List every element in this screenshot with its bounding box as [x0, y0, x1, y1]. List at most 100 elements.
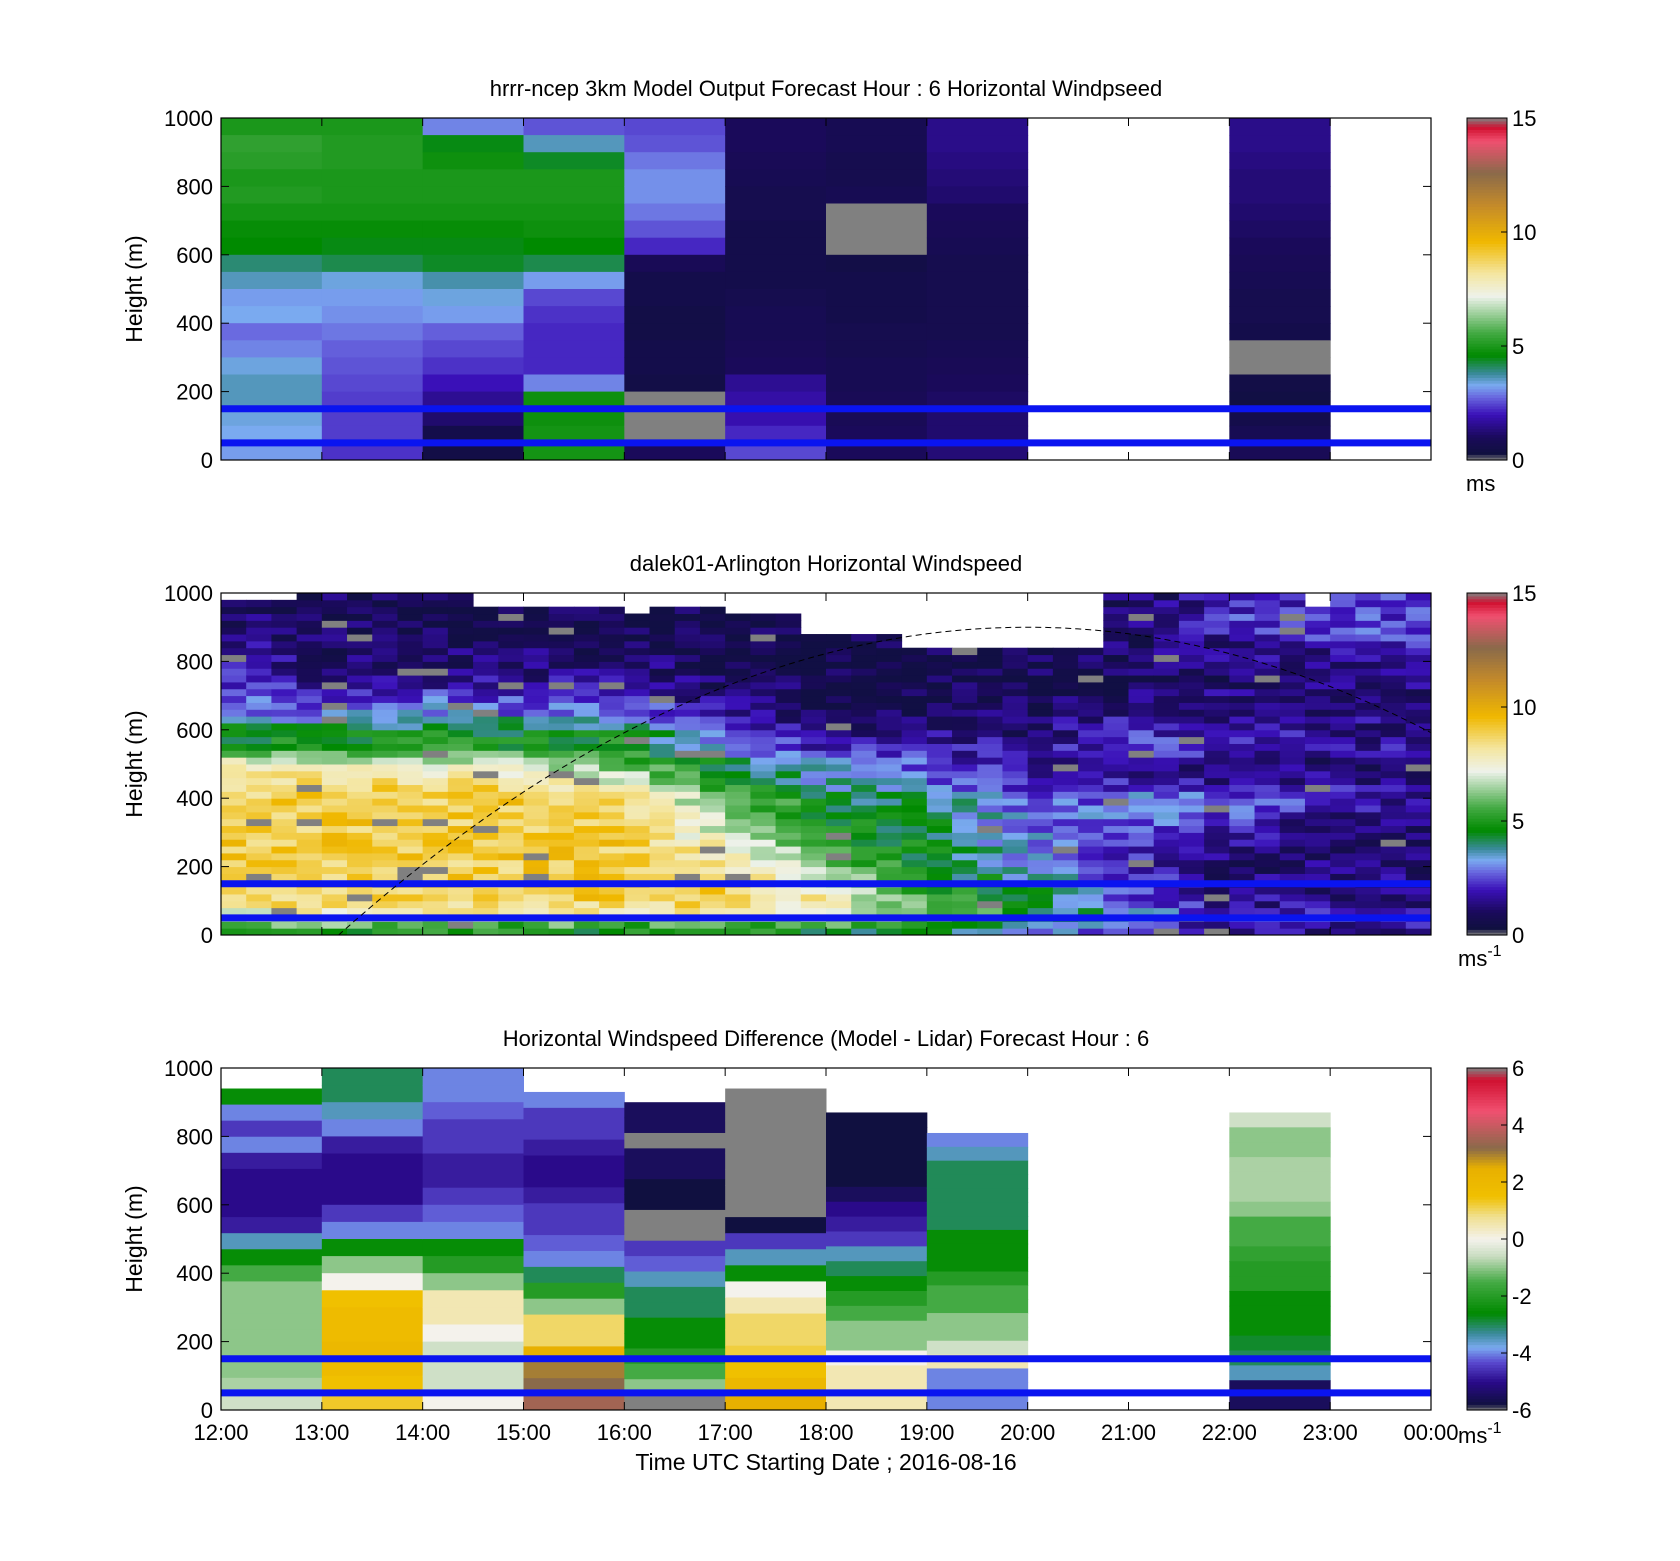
- heatmap-cell: [246, 900, 272, 909]
- heatmap-cell: [372, 613, 398, 621]
- heatmap-cell: [1052, 805, 1079, 813]
- heatmap-cell: [246, 709, 272, 717]
- heatmap-cell: [826, 1261, 928, 1277]
- heatmap-cell: [699, 675, 726, 683]
- heatmap-cell: [422, 271, 524, 290]
- heatmap-cell: [725, 777, 751, 786]
- heatmap-cell: [725, 289, 827, 307]
- heatmap-cell: [422, 1256, 524, 1274]
- heatmap-cell: [321, 675, 348, 683]
- heatmap-cell: [1178, 681, 1205, 690]
- heatmap-cell: [1078, 873, 1104, 881]
- heatmap-cell: [1178, 661, 1205, 669]
- heatmap-cell: [498, 640, 524, 649]
- heatmap-cell: [1380, 770, 1407, 779]
- heatmap-cell: [321, 770, 348, 779]
- heatmap-cell: [699, 805, 726, 813]
- heatmap-cell: [447, 654, 474, 662]
- heatmap-cell: [1355, 668, 1382, 676]
- heatmap-cell: [1355, 839, 1382, 847]
- heatmap-cell: [321, 1256, 424, 1274]
- heatmap-cell: [523, 832, 550, 840]
- heatmap-cell: [573, 764, 600, 772]
- heatmap-cell: [221, 640, 247, 649]
- heatmap-cell: [1078, 907, 1104, 915]
- heatmap-cell: [397, 811, 424, 820]
- heatmap-cell: [800, 825, 827, 833]
- heatmap-cell: [1002, 770, 1029, 779]
- heatmap-cell: [523, 893, 550, 902]
- colorbar-cell: [1467, 457, 1507, 461]
- heatmap-cell: [347, 921, 373, 929]
- heatmap-cell: [422, 391, 524, 410]
- heatmap-cell: [800, 846, 827, 854]
- heatmap-cell: [221, 1297, 323, 1315]
- heatmap-cell: [725, 1152, 827, 1170]
- heatmap-cell: [422, 811, 449, 820]
- heatmap-cell: [1052, 859, 1079, 868]
- heatmap-cell: [221, 654, 247, 662]
- heatmap-cell: [221, 866, 247, 874]
- heatmap-cell: [599, 805, 625, 813]
- colorbar-cell: [1467, 735, 1507, 739]
- heatmap-cell: [826, 1186, 928, 1203]
- heatmap-cell: [699, 770, 726, 779]
- heatmap-cell: [1279, 811, 1306, 820]
- heatmap-cell: [422, 613, 449, 621]
- heatmap-cell: [1229, 254, 1331, 273]
- heatmap-cell: [926, 846, 953, 854]
- heatmap-cell: [296, 764, 323, 772]
- colorbar-cell: [1467, 1304, 1507, 1308]
- heatmap-cell: [548, 777, 575, 786]
- heatmap-cell: [1128, 661, 1155, 669]
- colorbar-cell: [1467, 323, 1507, 327]
- heatmap-cell: [1052, 647, 1079, 656]
- heatmap-cell: [422, 1136, 524, 1154]
- heatmap-cell: [1153, 702, 1180, 710]
- heatmap-cell: [1405, 893, 1431, 902]
- colorbar-cell: [1467, 795, 1507, 799]
- heatmap-cell: [397, 887, 424, 895]
- heatmap-cell: [1204, 661, 1230, 669]
- heatmap-cell: [271, 681, 298, 690]
- heatmap-cell: [901, 716, 928, 724]
- heatmap-cell: [725, 852, 751, 861]
- heatmap-cell: [800, 900, 827, 909]
- heatmap-cell: [296, 634, 323, 642]
- heatmap-cell: [775, 770, 802, 779]
- heatmap-cell: [624, 647, 651, 656]
- colorbar-cell: [1467, 1296, 1507, 1300]
- heatmap-cell: [901, 839, 928, 847]
- heatmap-cell: [624, 1148, 726, 1165]
- heatmap-cell: [422, 777, 449, 786]
- heatmap-cell: [1330, 907, 1356, 915]
- heatmap-cell: [1128, 764, 1155, 772]
- heatmap-cell: [725, 784, 751, 792]
- heatmap-cell: [876, 798, 903, 806]
- heatmap-cell: [523, 688, 550, 697]
- colorbar-tick-label: 2: [1512, 1170, 1524, 1195]
- heatmap-cell: [498, 839, 524, 847]
- heatmap-cell: [498, 627, 524, 635]
- heatmap-cell: [573, 839, 600, 847]
- heatmap-cell: [826, 169, 928, 187]
- heatmap-cell: [1204, 606, 1230, 615]
- heatmap-cell: [347, 770, 373, 779]
- heatmap-cell: [1229, 852, 1256, 861]
- heatmap-cell: [1078, 811, 1104, 820]
- heatmap-cell: [271, 764, 298, 772]
- heatmap-cell: [725, 921, 751, 929]
- colorbar-cell: [1467, 337, 1507, 341]
- heatmap-cell: [296, 620, 323, 628]
- heatmap-cell: [901, 661, 928, 669]
- heatmap-cell: [1103, 593, 1129, 601]
- heatmap-cell: [1128, 859, 1155, 868]
- colorbar-cell: [1467, 380, 1507, 384]
- heatmap-cell: [1254, 634, 1281, 642]
- heatmap-cell: [775, 805, 802, 813]
- heatmap-cell: [1229, 859, 1256, 868]
- heatmap-cell: [1027, 825, 1054, 833]
- heatmap-cell: [800, 852, 827, 861]
- heatmap-cell: [725, 846, 751, 854]
